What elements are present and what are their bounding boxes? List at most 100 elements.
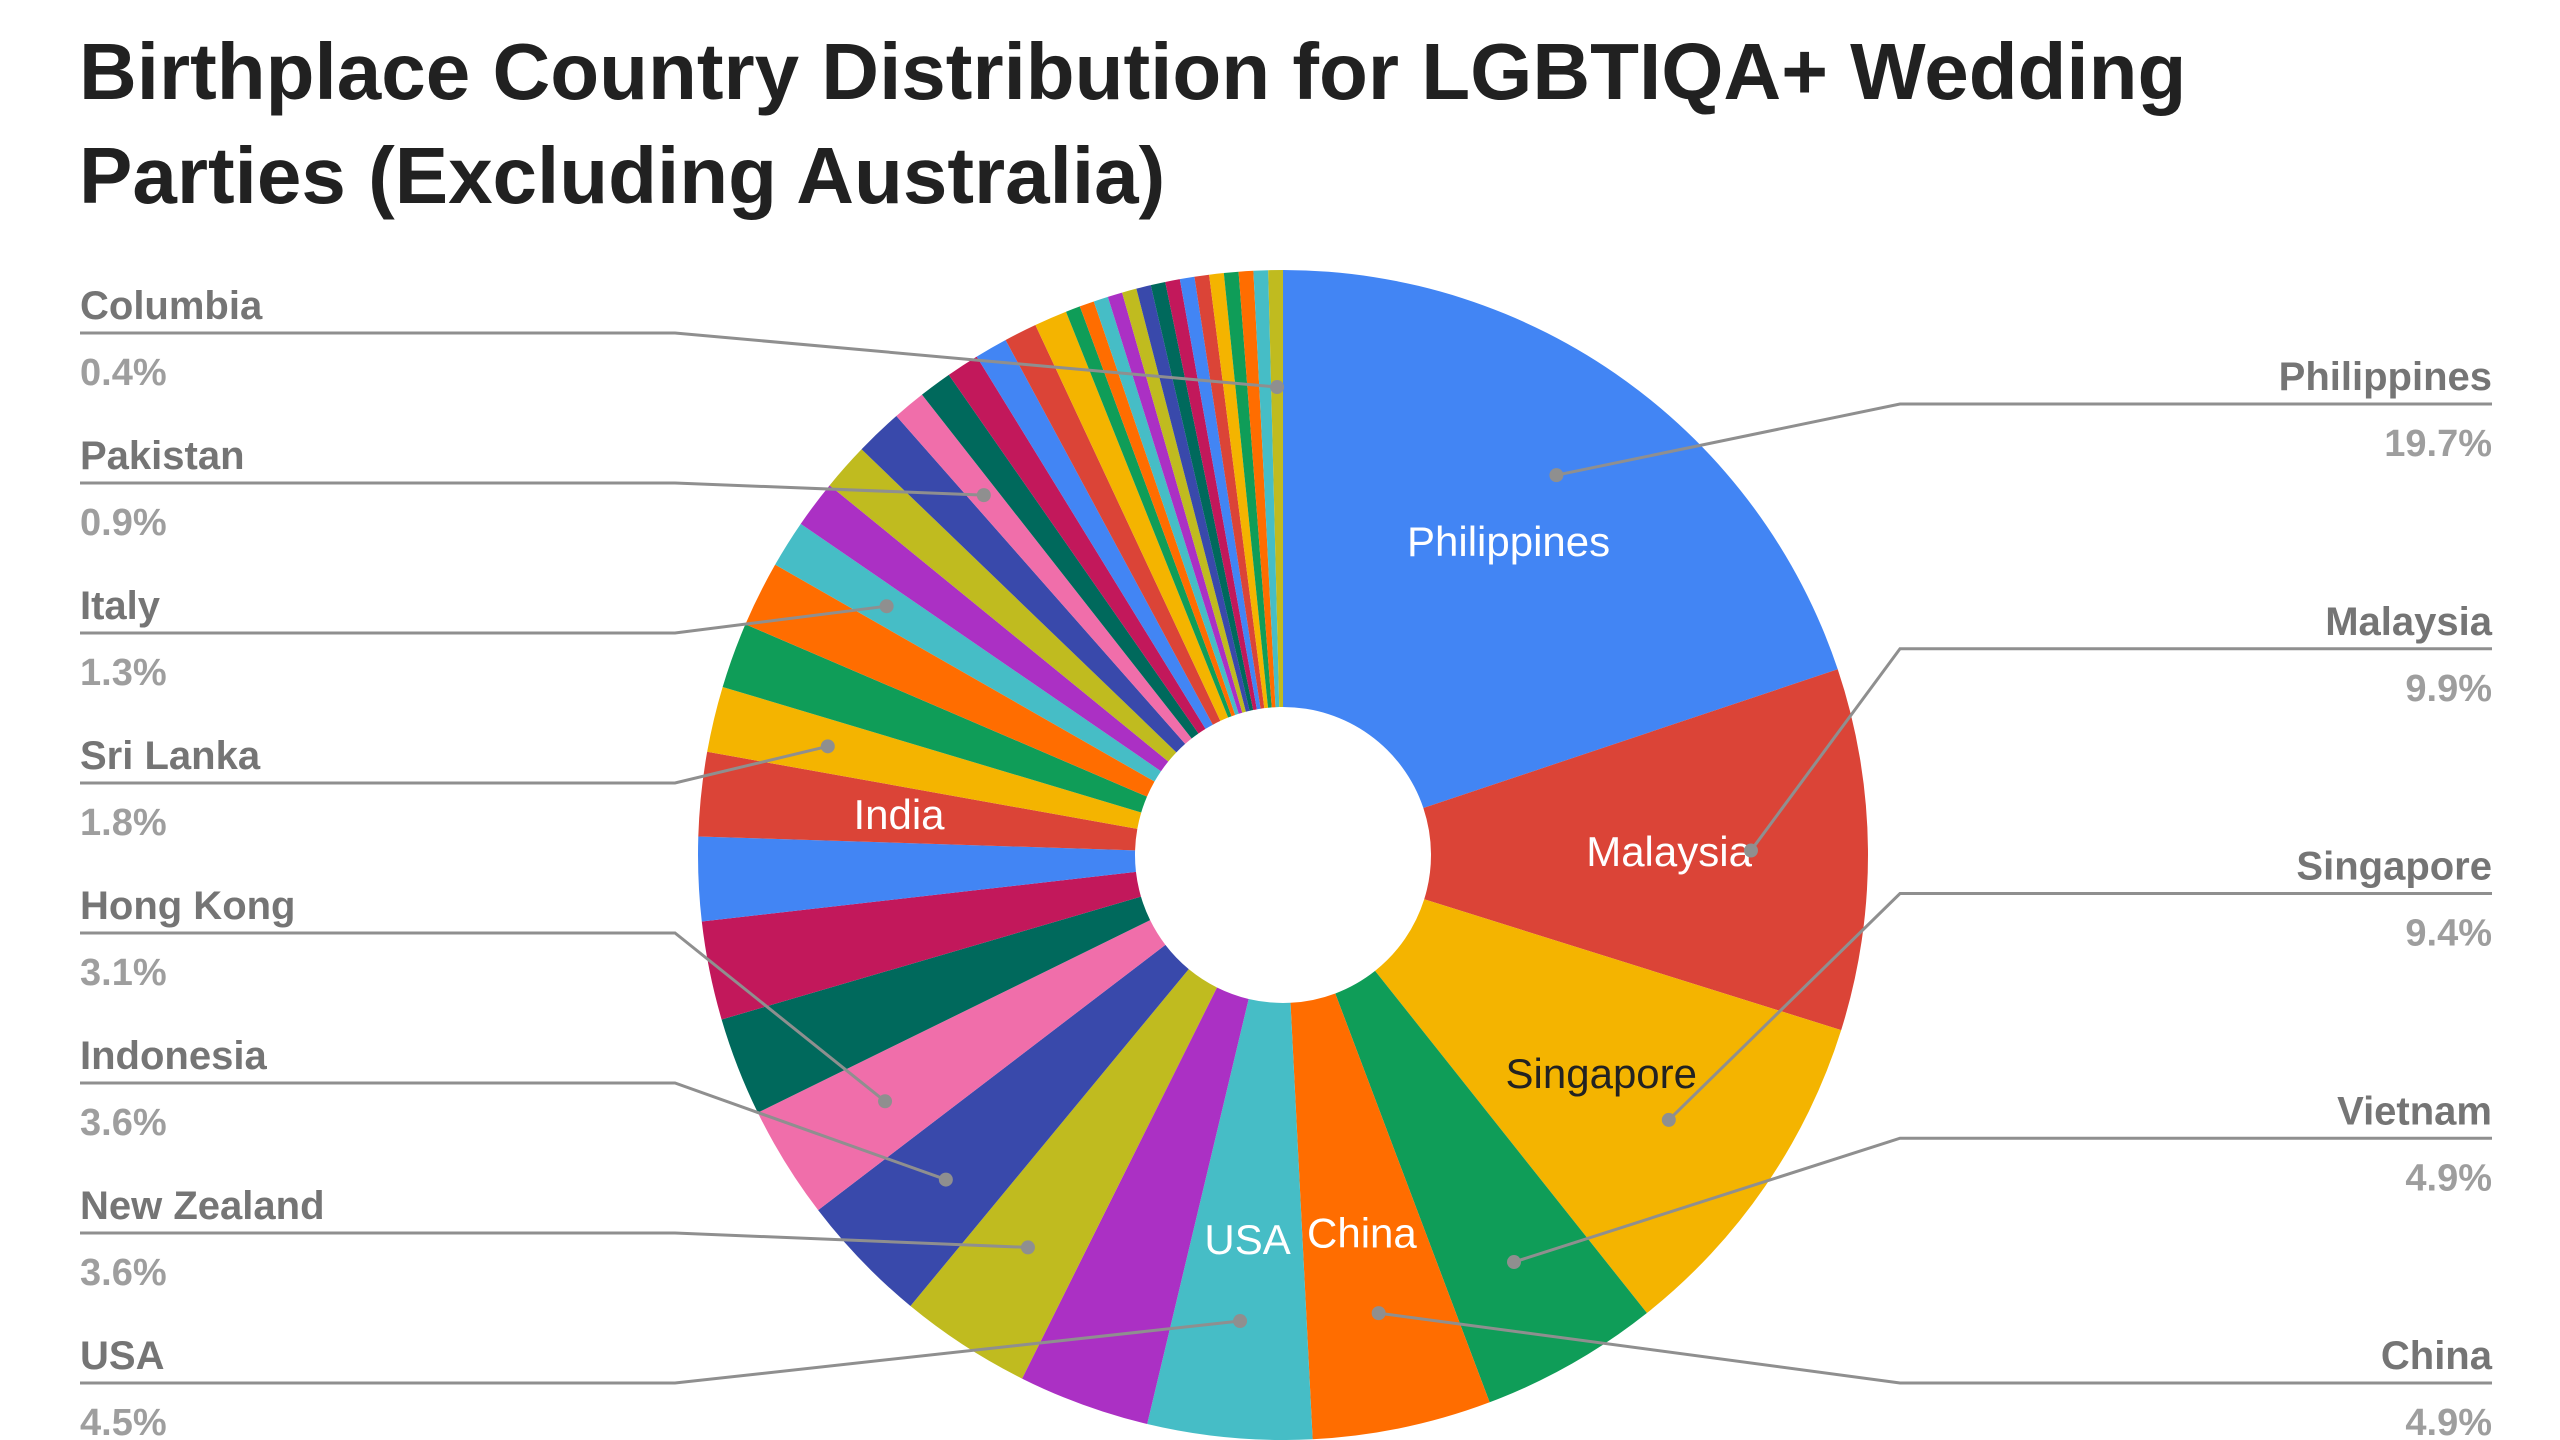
legend-value-usa: 4.5%	[80, 1402, 167, 1440]
legend-name-indonesia: Indonesia	[80, 1034, 267, 1078]
leader-dot-vietnam	[1506, 1255, 1521, 1270]
legend-name-philippines: Philippines	[2279, 355, 2492, 399]
leader-dot-italy	[879, 599, 894, 614]
leader-lines-layer: Columbia 0.4% Pakistan 0.9% Italy 1.3% Sri Lan…	[80, 284, 2493, 1440]
leader-line-hong-kong	[80, 931, 886, 1103]
slice-25[interactable]	[976, 339, 1213, 729]
legend-name-sri-lanka: Sri Lanka	[80, 734, 261, 778]
chart-title: Birthplace Country Distribution for LGBT…	[79, 27, 2187, 220]
slice-new-zealand[interactable]	[910, 969, 1217, 1379]
slice-29[interactable]	[1079, 301, 1236, 717]
leader-dot-philippines	[1549, 468, 1564, 483]
leader-dot-indonesia	[938, 1172, 953, 1187]
slice-12[interactable]	[701, 871, 1141, 1020]
slice-label-malaysia: Malaysia	[1586, 828, 1752, 875]
legend-name-new-zealand: New Zealand	[80, 1184, 325, 1228]
slice-malaysia[interactable]	[1423, 669, 1868, 1031]
slice-pakistan[interactable]	[896, 394, 1192, 744]
slice-7[interactable]	[1022, 987, 1249, 1425]
slice-32[interactable]	[1122, 288, 1246, 713]
slice-40[interactable]	[1238, 270, 1276, 708]
slice-vietnam[interactable]	[1335, 970, 1647, 1403]
inner-labels-layer: Philippines Malaysia Singapore China USA Indi…	[853, 518, 1752, 1263]
leader-dot-new-zealand	[1020, 1240, 1035, 1255]
slice-sri-lanka[interactable]	[707, 686, 1142, 829]
slice-24[interactable]	[948, 356, 1206, 734]
slice-23[interactable]	[921, 374, 1199, 739]
slice-37[interactable]	[1194, 274, 1265, 709]
legend-value-malaysia: 9.9%	[2405, 668, 2492, 710]
slice-16[interactable]	[722, 624, 1147, 813]
leader-line-pakistan	[80, 481, 984, 497]
leader-dot-hong-kong	[878, 1094, 893, 1109]
legend-value-sri-lanka: 1.8%	[80, 802, 167, 844]
leader-dot-china	[1371, 1306, 1386, 1321]
slice-indonesia[interactable]	[818, 944, 1189, 1307]
slice-30[interactable]	[1093, 296, 1239, 715]
slice-usa[interactable]	[1147, 998, 1313, 1440]
legend-name-italy: Italy	[80, 584, 161, 628]
leader-line-sri-lanka	[80, 744, 829, 785]
legend-name-pakistan: Pakistan	[80, 434, 245, 478]
leader-dot-columbia	[1270, 380, 1285, 395]
legend-value-hong-kong: 3.1%	[80, 952, 167, 994]
slice-26[interactable]	[1005, 324, 1221, 725]
legend-name-hong-kong: Hong Kong	[80, 884, 296, 928]
leader-dot-usa	[1233, 1314, 1248, 1329]
legend-value-italy: 1.3%	[80, 652, 167, 694]
legend-name-vietnam: Vietnam	[2337, 1089, 2492, 1133]
legend-value-columbia: 0.4%	[80, 352, 167, 394]
slice-italy[interactable]	[775, 523, 1161, 782]
legend-value-philippines: 19.7%	[2384, 423, 2492, 465]
slice-39[interactable]	[1223, 271, 1272, 708]
leader-line-columbia	[80, 331, 1278, 389]
slice-41[interactable]	[1253, 270, 1280, 708]
slice-17[interactable]	[745, 564, 1155, 797]
slice-label-usa: USA	[1204, 1216, 1290, 1263]
slice-19[interactable]	[800, 485, 1169, 772]
leader-line-usa	[80, 1319, 1241, 1385]
leader-line-china	[1378, 1311, 2492, 1385]
slice-philippines[interactable]	[1283, 270, 1838, 809]
leader-dot-pakistan	[976, 488, 991, 503]
slices-layer	[698, 270, 1868, 1440]
legend-value-pakistan: 0.9%	[80, 502, 167, 544]
slice-label-india: India	[853, 791, 945, 838]
slice-33[interactable]	[1136, 285, 1250, 712]
legend-name-usa: USA	[80, 1334, 164, 1378]
leader-line-new-zealand	[80, 1231, 1029, 1249]
leader-line-italy	[80, 604, 887, 635]
legend-name-china: China	[2381, 1334, 2493, 1378]
slice-27[interactable]	[1035, 311, 1229, 721]
leader-line-philippines	[1556, 402, 2492, 477]
slice-13[interactable]	[698, 836, 1136, 922]
legend-name-malaysia: Malaysia	[2325, 600, 2493, 644]
slice-hong-kong[interactable]	[757, 920, 1166, 1211]
legend-value-indonesia: 3.6%	[80, 1102, 167, 1144]
legend-value-singapore: 9.4%	[2405, 913, 2492, 955]
leader-line-malaysia	[1749, 647, 2492, 852]
legend-value-new-zealand: 3.6%	[80, 1252, 167, 1294]
legend-name-singapore: Singapore	[2296, 845, 2492, 889]
slice-31[interactable]	[1107, 292, 1243, 714]
slice-35[interactable]	[1165, 279, 1257, 711]
slice-21[interactable]	[861, 415, 1186, 753]
leader-dot-malaysia	[1743, 843, 1758, 858]
slice-11[interactable]	[721, 896, 1151, 1113]
slice-label-singapore: Singapore	[1506, 1050, 1697, 1097]
slice-20[interactable]	[829, 449, 1177, 762]
leader-dot-sri-lanka	[820, 739, 835, 754]
slice-label-philippines: Philippines	[1407, 518, 1610, 565]
slice-36[interactable]	[1179, 276, 1261, 710]
slice-28[interactable]	[1065, 306, 1232, 718]
slice-columbia[interactable]	[1268, 270, 1283, 708]
slice-singapore[interactable]	[1375, 899, 1842, 1314]
slice-34[interactable]	[1150, 281, 1254, 711]
leader-line-vietnam	[1513, 1136, 2492, 1264]
slice-label-china: China	[1307, 1209, 1417, 1256]
leader-line-indonesia	[80, 1081, 947, 1181]
slice-china[interactable]	[1290, 993, 1490, 1440]
slice-india[interactable]	[698, 751, 1138, 851]
leader-dot-singapore	[1661, 1112, 1676, 1127]
